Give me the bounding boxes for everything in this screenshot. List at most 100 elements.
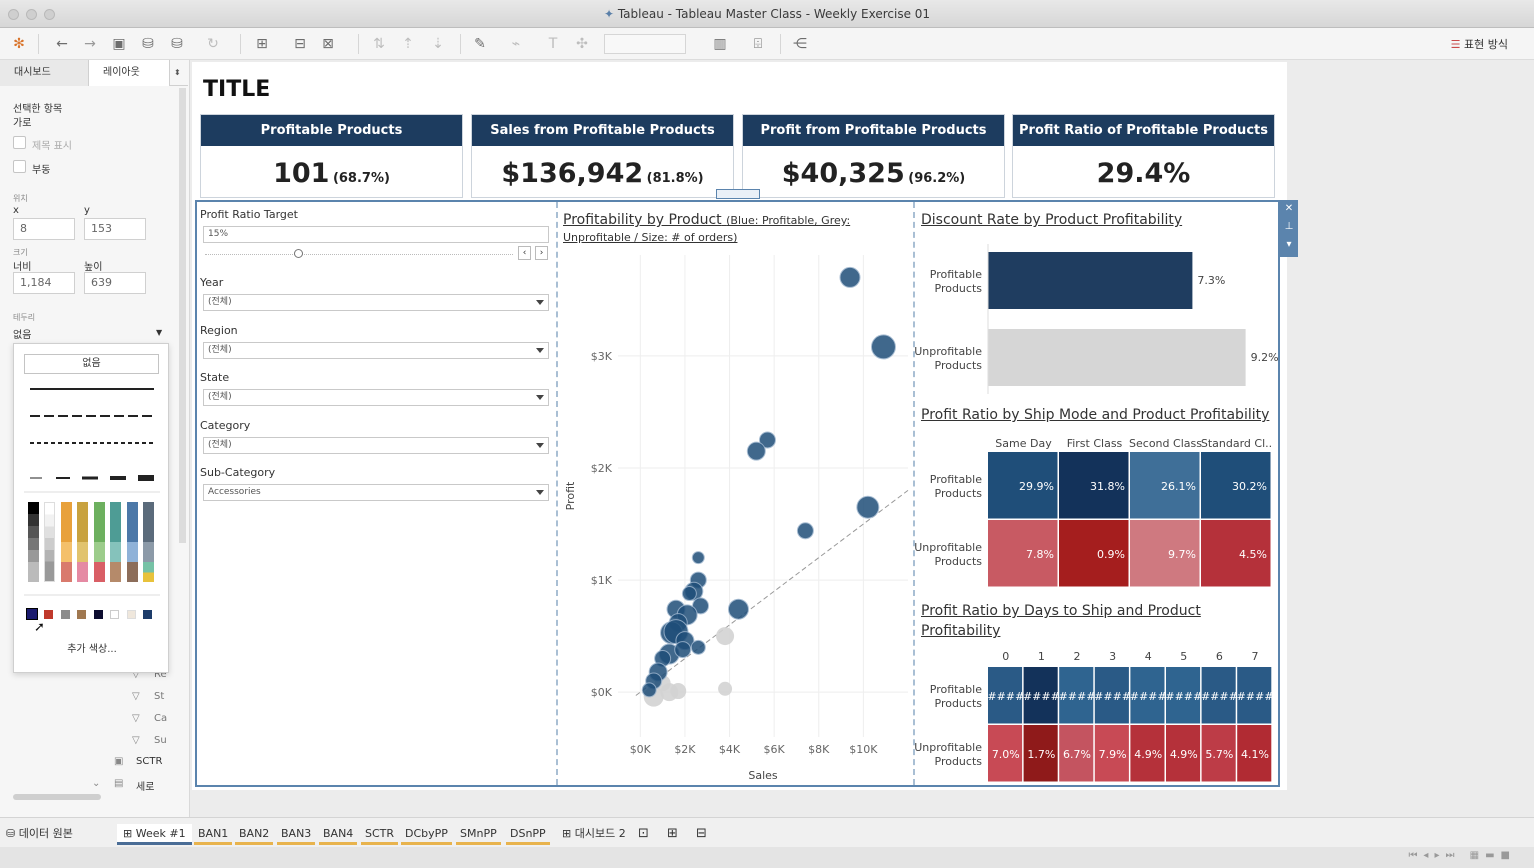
border-none-button[interactable]: 없음 bbox=[24, 354, 159, 374]
border-style-options[interactable] bbox=[14, 344, 170, 674]
tab-dsnpp[interactable]: DSnPP bbox=[506, 824, 550, 845]
recent-color-red[interactable] bbox=[44, 610, 53, 619]
fit-dropdown[interactable] bbox=[604, 34, 686, 54]
panel-scrollbar[interactable] bbox=[179, 88, 186, 543]
tab-dashboard[interactable]: 대시보드 bbox=[0, 60, 88, 86]
kpi-card-sales[interactable]: Sales from Profitable Products $136,942 … bbox=[471, 114, 734, 198]
tableau-logo-icon[interactable]: ✻ bbox=[13, 36, 25, 52]
new-datasource-icon[interactable]: ⛁ bbox=[142, 36, 154, 52]
horizontal-scrollbar[interactable] bbox=[13, 794, 101, 800]
pin-icon[interactable]: ✣ bbox=[576, 36, 588, 52]
refresh-icon[interactable]: ↻ bbox=[207, 36, 219, 52]
tree-item-state[interactable]: St bbox=[154, 691, 165, 702]
new-dashboard-tab-icon[interactable]: ⊞ bbox=[667, 826, 678, 841]
parameter-slider-thumb[interactable] bbox=[294, 249, 303, 258]
show-title-checkbox[interactable] bbox=[13, 136, 26, 149]
tab-ban3[interactable]: BAN3 bbox=[277, 824, 316, 845]
save-icon[interactable]: ▣ bbox=[112, 36, 126, 52]
pin-icon[interactable]: ⊥ bbox=[1284, 221, 1294, 232]
profit-ratio-target-input[interactable]: 15% bbox=[203, 226, 549, 243]
forward-icon[interactable]: → bbox=[84, 36, 96, 52]
tab-sctr[interactable]: SCTR bbox=[361, 824, 399, 845]
recent-color-gray[interactable] bbox=[61, 610, 70, 619]
floating-checkbox[interactable] bbox=[13, 160, 26, 173]
width-input[interactable]: 1,184 bbox=[13, 272, 75, 294]
close-window-icon[interactable] bbox=[8, 9, 19, 20]
tree-item-vertical[interactable]: 세로 bbox=[136, 782, 155, 793]
filter-dropdown-subcategory[interactable]: Accessories bbox=[203, 484, 549, 501]
recent-color-black-navy[interactable] bbox=[94, 610, 103, 619]
filter-dropdown-category[interactable]: (전체) bbox=[203, 437, 549, 454]
panel-menu-icon[interactable]: ⬍ bbox=[174, 68, 181, 77]
color-swatch-gold[interactable] bbox=[77, 502, 88, 582]
color-swatch-green[interactable] bbox=[94, 502, 105, 582]
color-swatch-teal[interactable] bbox=[110, 502, 121, 582]
sort-ascending-icon[interactable]: ⇡ bbox=[402, 36, 414, 52]
new-worksheet-icon[interactable]: ⊞ bbox=[256, 36, 268, 52]
color-swatch-slate[interactable] bbox=[143, 502, 154, 582]
share-icon[interactable]: ⋲ bbox=[793, 36, 807, 52]
shipmode-heatmap[interactable]: Same Day First Class Second ClassStandard … bbox=[915, 432, 1280, 592]
zoom-window-icon[interactable] bbox=[44, 9, 55, 20]
label-icon[interactable]: T bbox=[548, 36, 558, 52]
recent-color-brown[interactable] bbox=[77, 610, 86, 619]
more-colors-link[interactable]: 추가 색상... bbox=[67, 644, 117, 655]
filter-dropdown-year[interactable]: (전체) bbox=[203, 294, 549, 311]
kpi-card-profit-ratio[interactable]: Profit Ratio of Profitable Products 29.4… bbox=[1012, 114, 1275, 198]
border-dropdown[interactable]: 없음 bbox=[13, 330, 32, 341]
tab-smnpp[interactable]: SMnPP bbox=[456, 824, 501, 845]
tab-data-source[interactable]: ⛁ 데이터 원본 bbox=[6, 827, 73, 840]
tab-dcbypp[interactable]: DCbyPP bbox=[401, 824, 452, 845]
presentation-mode-button[interactable]: ☰ 표현 방식 bbox=[1450, 38, 1508, 51]
tab-ban1[interactable]: BAN1 bbox=[194, 824, 233, 845]
kpi-card-profit[interactable]: Profit from Profitable Products $40,325 … bbox=[742, 114, 1005, 198]
sort-descending-icon[interactable]: ⇣ bbox=[432, 36, 444, 52]
color-swatch-blue[interactable] bbox=[127, 502, 138, 582]
tab-ban4[interactable]: BAN4 bbox=[319, 824, 358, 845]
tree-item-category[interactable]: Ca bbox=[154, 713, 168, 724]
container-toolbar[interactable]: ✕ ⊥ ▾ bbox=[1280, 200, 1298, 257]
days-heatmap[interactable]: 0 1 2 3 4 5 6 7ProfitableProducts##############… bbox=[915, 646, 1280, 784]
presentation-icon[interactable]: ⌹ bbox=[753, 36, 763, 52]
y-input[interactable]: 153 bbox=[84, 218, 146, 240]
more-options-icon[interactable]: ▾ bbox=[1286, 239, 1292, 250]
horizontal-container[interactable]: Profit Ratio Target 15% ‹ › Year (전체) Re… bbox=[195, 200, 1280, 787]
new-story-tab-icon[interactable]: ⊟ bbox=[696, 826, 707, 841]
discount-bar-chart[interactable]: ProfitableProducts7.3%UnprofitableProduc… bbox=[915, 238, 1280, 398]
minimize-window-icon[interactable] bbox=[26, 9, 37, 20]
border-dropdown-arrow-icon[interactable]: ▼ bbox=[156, 328, 163, 337]
pause-updates-icon[interactable]: ⛁ bbox=[171, 36, 183, 52]
tree-item-sctr[interactable]: SCTR bbox=[136, 756, 163, 767]
close-icon[interactable]: ✕ bbox=[1284, 203, 1294, 214]
tab-dashboard2[interactable]: ⊞ 대시보드 2 bbox=[562, 827, 626, 840]
container-move-handle[interactable] bbox=[716, 189, 760, 199]
show-me-icon[interactable]: ▥ bbox=[713, 36, 727, 52]
recent-color-dark-blue[interactable] bbox=[143, 610, 152, 619]
tree-item-subcategory[interactable]: Su bbox=[154, 735, 167, 746]
tab-week1[interactable]: ⊞ Week #1 bbox=[117, 824, 192, 845]
slider-next-button[interactable]: › bbox=[535, 246, 548, 260]
filter-dropdown-state[interactable]: (전체) bbox=[203, 389, 549, 406]
height-input[interactable]: 639 bbox=[84, 272, 146, 294]
recent-color-navy[interactable] bbox=[26, 608, 38, 620]
parameter-slider-track[interactable] bbox=[205, 254, 513, 256]
recent-color-cream[interactable] bbox=[127, 610, 136, 619]
slider-prev-button[interactable]: ‹ bbox=[518, 246, 531, 260]
color-swatch-gray-light[interactable] bbox=[44, 502, 55, 582]
tree-item-region[interactable]: Re bbox=[154, 669, 167, 680]
filter-dropdown-region[interactable]: (전체) bbox=[203, 342, 549, 359]
new-worksheet-tab-icon[interactable]: ⊡ bbox=[638, 826, 649, 841]
scatter-plot[interactable]: $0K $2K $4K $6K $8K $10K $0K $1K $2K $3K Sales Prof… bbox=[558, 247, 912, 785]
kpi-card-profitable-products[interactable]: Profitable Products 101 (68.7%) bbox=[200, 114, 463, 198]
tab-ban2[interactable]: BAN2 bbox=[235, 824, 274, 845]
group-icon[interactable]: ⌁ bbox=[511, 36, 521, 52]
collapse-icon[interactable]: ⌄ bbox=[92, 778, 101, 789]
duplicate-sheet-icon[interactable]: ⊟ bbox=[294, 36, 306, 52]
color-swatch-gray-dark[interactable] bbox=[28, 502, 39, 582]
navigation-icons[interactable]: ⏮◂▸⏭ ▦▬■ bbox=[1408, 850, 1516, 861]
color-swatch-orange[interactable] bbox=[61, 502, 72, 582]
recent-color-white[interactable] bbox=[110, 610, 119, 619]
clear-sheet-icon[interactable]: ⊠ bbox=[322, 36, 334, 52]
swap-icon[interactable]: ⇅ bbox=[373, 36, 385, 52]
back-icon[interactable]: ← bbox=[56, 36, 68, 52]
